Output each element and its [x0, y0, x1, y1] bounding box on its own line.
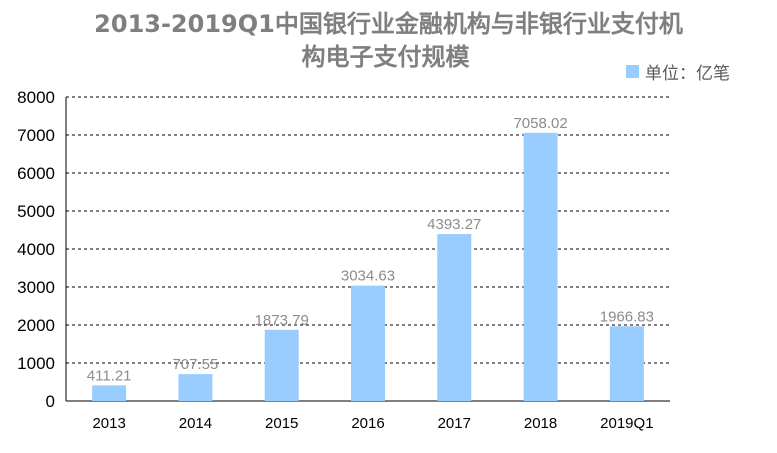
data-label: 1966.83 — [600, 308, 654, 325]
legend-swatch — [626, 64, 639, 78]
y-tick-label: 0 — [46, 392, 55, 411]
y-tick-label: 3000 — [17, 278, 55, 297]
x-tick-label: 2015 — [265, 415, 298, 432]
y-tick-label: 8000 — [17, 88, 55, 107]
data-label: 707.55 — [172, 356, 218, 373]
y-tick-label: 6000 — [17, 164, 55, 183]
chart-title-line-1: 2013-2019Q1中国银行业金融机构与非银行业支付机 — [94, 10, 683, 38]
chart-legend: 单位：亿笔 — [626, 60, 730, 84]
x-tick-label: 2018 — [524, 415, 557, 432]
bar — [264, 329, 299, 401]
x-tick-label: 2016 — [351, 415, 384, 432]
bar — [609, 326, 644, 401]
bar — [178, 374, 213, 401]
data-label: 3034.63 — [341, 268, 395, 285]
y-tick-label: 7000 — [17, 126, 55, 145]
x-tick-label: 2014 — [179, 415, 212, 432]
legend-label: 单位：亿笔 — [645, 63, 730, 84]
y-tick-label: 5000 — [17, 202, 55, 221]
x-tick-label: 2019Q1 — [600, 415, 653, 432]
chart-title: 2013-2019Q1中国银行业金融机构与非银行业支付机 构电子支付规模 — [0, 8, 777, 74]
bar — [92, 385, 127, 401]
y-tick-label: 1000 — [17, 354, 55, 373]
data-label: 1873.79 — [255, 312, 309, 329]
data-label: 4393.27 — [427, 216, 481, 233]
bar — [437, 234, 472, 401]
y-tick-label: 2000 — [17, 316, 55, 335]
x-tick-label: 2013 — [92, 415, 125, 432]
data-label: 7058.02 — [513, 115, 567, 132]
bar — [351, 285, 385, 401]
bar — [523, 132, 558, 402]
chart-title-line-2: 构电子支付规模 — [301, 43, 470, 71]
data-label: 411.21 — [87, 367, 132, 384]
x-tick-label: 2017 — [438, 415, 471, 432]
y-tick-label: 4000 — [17, 240, 55, 259]
